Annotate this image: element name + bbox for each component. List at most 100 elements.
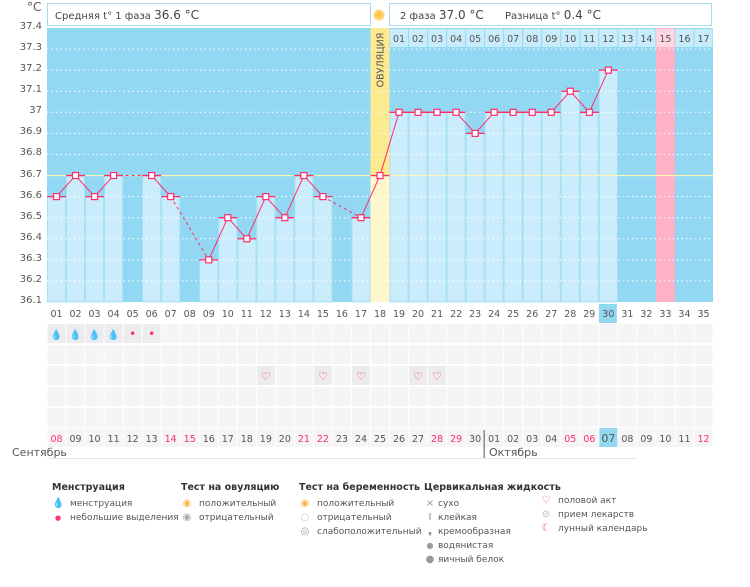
symptom-cell: [694, 345, 713, 364]
ovulation-positive-icon: ◉: [182, 498, 192, 509]
symptom-cell: [637, 324, 656, 343]
legend-title: Тест на беременность: [299, 482, 420, 493]
luteal-day-cell: [523, 29, 542, 47]
symptom-cell: [504, 324, 523, 343]
symptom-cell: [561, 387, 580, 406]
date-cell: [637, 428, 656, 447]
symptom-cell: [142, 345, 161, 364]
cycle-day-label: 20: [412, 309, 424, 320]
pregnancy-weak-icon: ◎: [300, 526, 310, 537]
symptom-cell: [447, 324, 466, 343]
symptom-cell: [466, 324, 485, 343]
legend-ovulation-test: Тест на овуляцию ◉ положительный ◉ отрицат…: [181, 482, 279, 525]
temperature-point: [262, 193, 270, 201]
symptom-cell: [485, 366, 504, 385]
luteal-day-label: 07: [507, 34, 519, 45]
date-cell: [351, 428, 370, 447]
date-label: 09: [640, 434, 652, 445]
symptom-cell: [618, 387, 637, 406]
phase1-value: 36.6 °C: [154, 8, 200, 22]
date-cell: [618, 428, 637, 447]
date-cell: [161, 428, 180, 447]
date-cell: [313, 428, 332, 447]
legend-item: половой акт: [558, 496, 617, 506]
symptom-cell: [66, 366, 85, 385]
date-label: 07: [601, 432, 615, 445]
legend-title: Тест на овуляцию: [181, 482, 280, 493]
menstruation-icon: 💧: [50, 328, 62, 341]
cycle-day-label: 31: [621, 309, 633, 320]
symptom-cell: [332, 324, 351, 343]
symptom-cell: [161, 324, 180, 343]
cycle-day-label: 18: [374, 309, 386, 320]
symptom-cell: [256, 324, 275, 343]
symptom-cell: [294, 408, 313, 427]
symptom-cell: [504, 387, 523, 406]
date-label: 22: [317, 434, 329, 445]
symptom-cell: [447, 366, 466, 385]
temperature-bar: [598, 69, 618, 303]
date-label: 02: [507, 434, 519, 445]
symptom-cell: [142, 408, 161, 427]
symptom-cell: [523, 366, 542, 385]
symptom-cell: [47, 345, 66, 364]
luteal-day-cell: [485, 29, 504, 47]
luteal-day-cell: [580, 29, 599, 47]
symptom-cell: [599, 387, 618, 406]
luteal-day-cell: [447, 29, 466, 47]
cycle-day-label: 28: [564, 309, 576, 320]
symptom-cell: [561, 366, 580, 385]
temperature-point: [71, 171, 80, 180]
cycle-day-label: 21: [431, 309, 443, 320]
cycle-day-label: 27: [545, 309, 557, 320]
temperature-point: [509, 108, 517, 116]
watery-icon: ●: [426, 541, 434, 550]
symptom-cell: [104, 387, 123, 406]
cycle-day-label: 15: [317, 309, 329, 320]
symptom-cell: [656, 387, 675, 406]
luteal-day-cell: [428, 29, 447, 47]
temperature-point: [205, 256, 213, 264]
temperature-point: [528, 108, 536, 116]
symptom-cell: [180, 366, 199, 385]
luteal-day-label: 03: [431, 34, 443, 45]
temperature-line-segment: [360, 175, 381, 218]
symptom-cell: [637, 387, 656, 406]
legend-title: Цервикальная жидкость: [424, 482, 561, 493]
symptom-cell: [409, 366, 428, 385]
temperature-point: [395, 108, 403, 116]
symptom-cell: [332, 408, 351, 427]
legend-item: прием лекарств: [558, 510, 635, 520]
heart-icon: ♡: [261, 370, 271, 383]
unit-label: °C: [27, 0, 42, 14]
date-cell: [47, 428, 66, 447]
symptom-cell: [237, 387, 256, 406]
temperature-line-segment: [208, 217, 229, 261]
symptom-cell: [523, 387, 542, 406]
temperature-chart: 01 02 03 04 05 06 07 08 09 10 11 12 13 14 15 16 17 ОВУЛЯЦ…: [47, 28, 713, 458]
legend-item: небольшие выделения: [70, 513, 179, 523]
date-label: 06: [583, 434, 595, 445]
cycle-day-label: 10: [222, 309, 234, 320]
temperature-bar: [199, 259, 219, 303]
diff-label: Разница t°: [504, 11, 561, 22]
symptom-cell: [409, 408, 428, 427]
symptom-cell: [47, 408, 66, 427]
heart-icon: ♡: [413, 370, 423, 383]
symptom-cell: [504, 366, 523, 385]
date-label: 09: [69, 434, 81, 445]
luteal-day-label: 15: [659, 34, 671, 45]
cycle-day-label: 33: [659, 309, 671, 320]
symptom-cell: [409, 324, 428, 343]
symptom-cell: [275, 366, 294, 385]
symptom-cell: [466, 345, 485, 364]
date-cell: [180, 428, 199, 447]
symptom-cell: [275, 408, 294, 427]
symptom-cell: [390, 366, 409, 385]
luteal-day-label: 02: [412, 34, 424, 45]
spotting-icon: •: [129, 327, 136, 341]
phase2-value: 37.0 °C: [438, 8, 484, 22]
menstruation-icon: 💧: [88, 328, 100, 341]
cycle-day-label: 35: [697, 309, 709, 320]
